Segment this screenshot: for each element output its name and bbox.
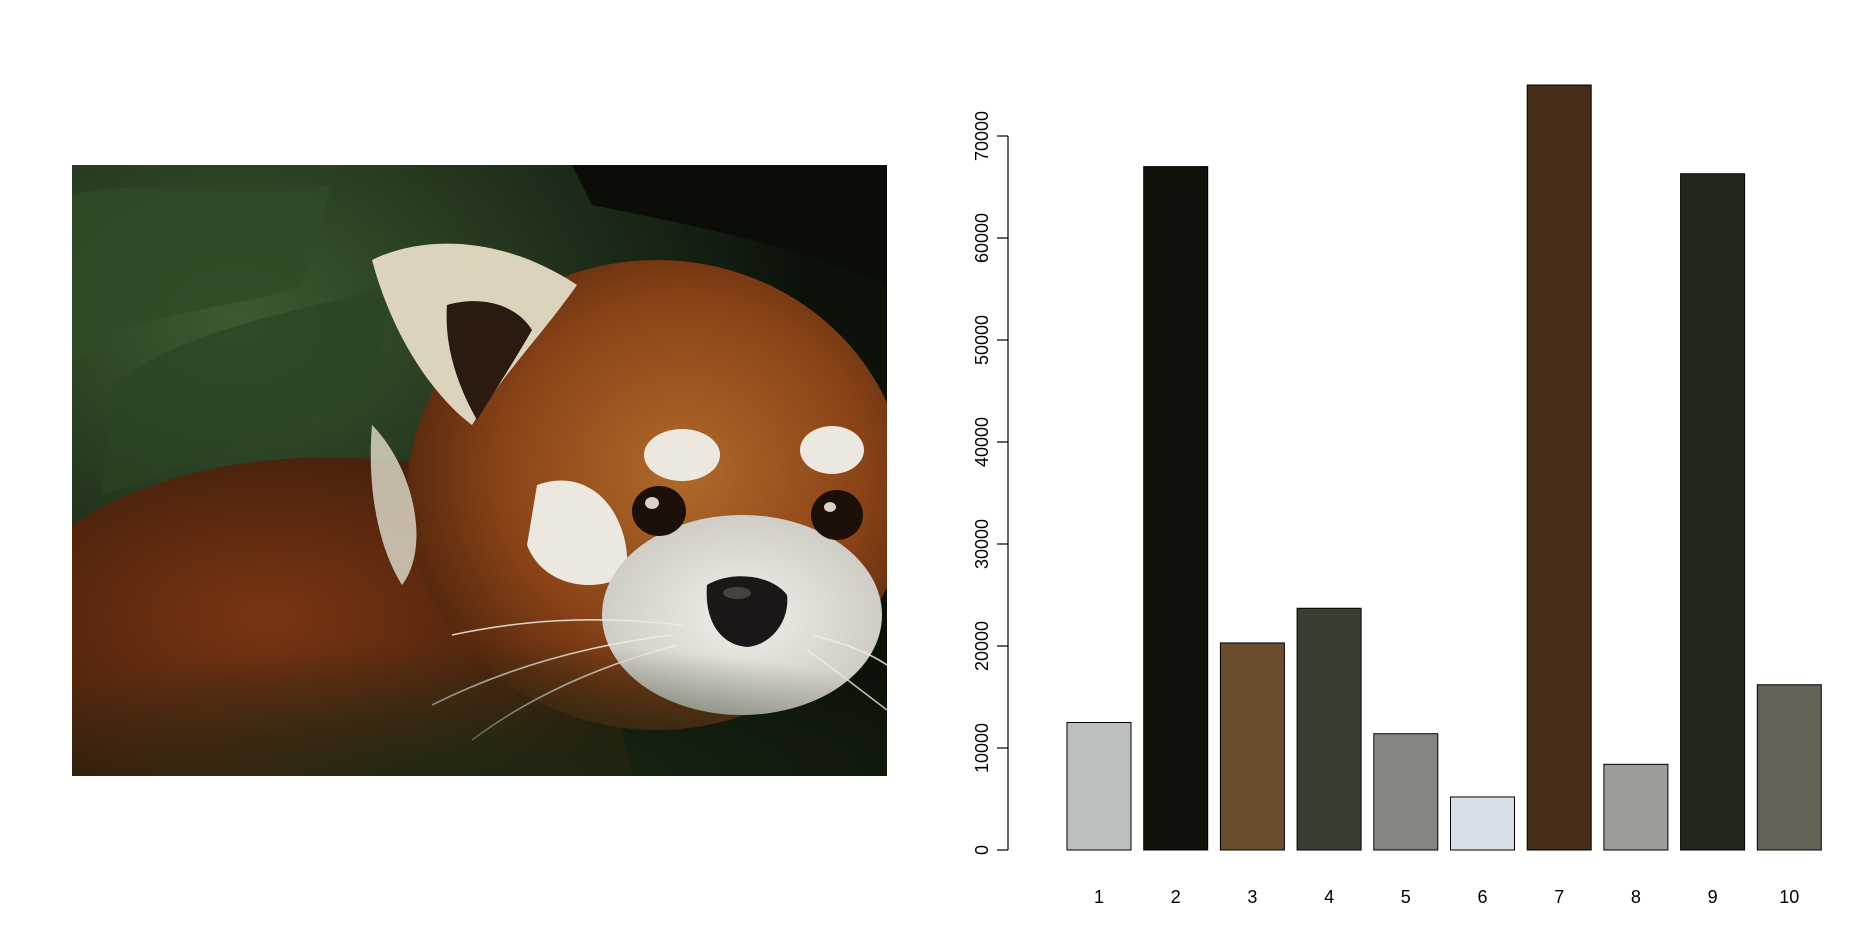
- y-axis: 0 10000 20000 30000 40000 50000 60000 70000: [972, 111, 1009, 855]
- x-tick-label: 2: [1171, 887, 1181, 907]
- x-tick-label: 10: [1779, 887, 1799, 907]
- y-tick-label: 20000: [972, 621, 992, 671]
- bar-10: [1756, 684, 1822, 851]
- x-axis-labels: 1 2 3 4 5 6 7 8 9 10: [1094, 887, 1799, 907]
- bar-2: [1143, 166, 1209, 851]
- bar-4: [1296, 607, 1362, 851]
- y-tick-label: 0: [972, 845, 992, 855]
- x-tick-label: 9: [1708, 887, 1718, 907]
- x-tick-label: 4: [1324, 887, 1334, 907]
- x-tick-label: 1: [1094, 887, 1104, 907]
- y-tick-label: 10000: [972, 723, 992, 773]
- bar-9: [1680, 173, 1746, 851]
- x-tick-label: 3: [1247, 887, 1257, 907]
- bar-3: [1219, 642, 1285, 851]
- bar-5: [1373, 733, 1439, 851]
- y-tick-label: 60000: [972, 213, 992, 263]
- red-panda-illustration: [72, 165, 887, 776]
- bar-chart: 0 10000 20000 30000 40000 50000 60000 70000 1 2 3…: [960, 40, 1840, 934]
- bar-chart-svg: 0 10000 20000 30000 40000 50000 60000 70000 1 2 3…: [972, 84, 1822, 907]
- y-tick-label: 40000: [972, 417, 992, 467]
- bar-7: [1526, 84, 1592, 851]
- bars: [1066, 84, 1822, 851]
- y-tick-label: 30000: [972, 519, 992, 569]
- y-tick-label: 70000: [972, 111, 992, 161]
- x-tick-label: 5: [1401, 887, 1411, 907]
- x-tick-label: 7: [1554, 887, 1564, 907]
- red-panda-photo: [72, 165, 887, 776]
- bar-6: [1450, 796, 1515, 851]
- y-tick-label: 50000: [972, 315, 992, 365]
- x-tick-label: 8: [1631, 887, 1641, 907]
- bar-8: [1603, 763, 1669, 851]
- bar-1: [1066, 722, 1132, 851]
- x-tick-label: 6: [1477, 887, 1487, 907]
